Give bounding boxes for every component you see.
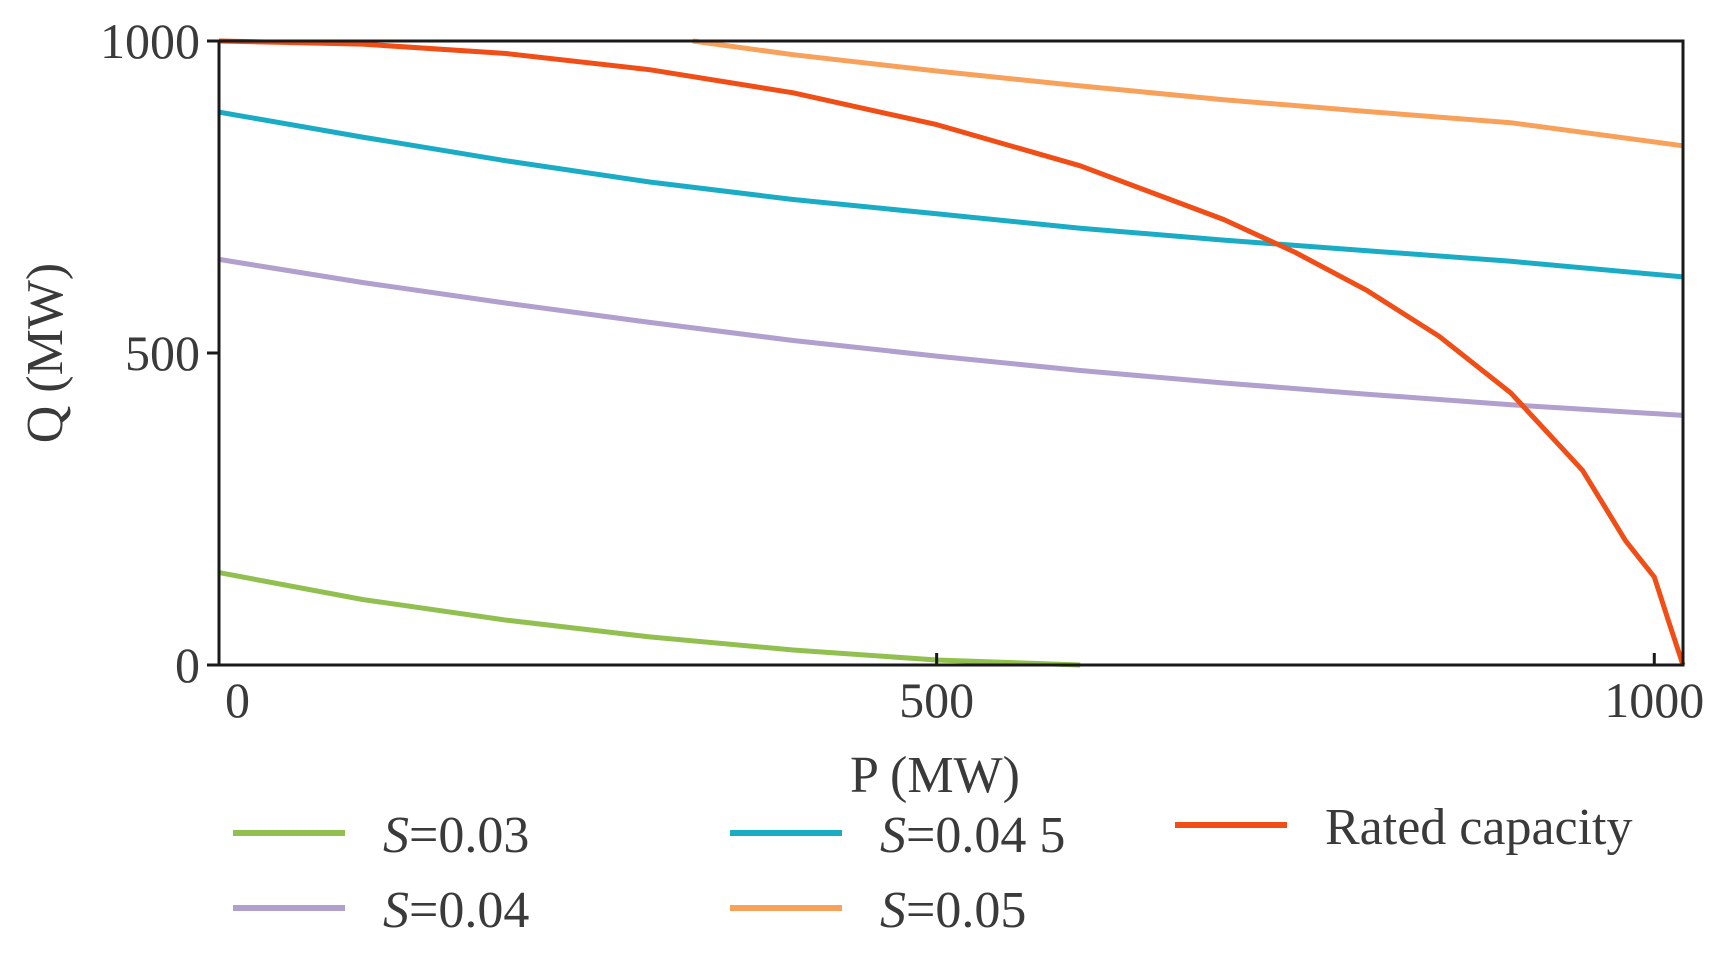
series-line-1 (218, 256, 1684, 418)
x-tick-label-1: 500 (899, 672, 974, 728)
legend-label-1: S=0.04 (383, 882, 529, 939)
series-layer (218, 38, 1686, 668)
legend-label-4: Rated capacity (1325, 799, 1633, 856)
x-tick-label-0: 0 (225, 672, 250, 728)
series-line-2 (218, 109, 1684, 280)
legend: S=0.03 S=0.04 5 Rated capacity S=0.04 S=0.05 (233, 799, 1633, 939)
legend-label-0: S=0.03 (383, 807, 529, 864)
legend-label-3: S=0.05 (880, 882, 1026, 939)
tick-layer: 0 500 1000 0 500 1000 (100, 13, 1704, 728)
y-axis-label: Q (MW) (17, 263, 74, 444)
y-tick-label-2: 1000 (100, 13, 200, 69)
x-tick-label-2: 1000 (1604, 672, 1704, 728)
legend-label-2: S=0.04 5 (880, 807, 1065, 864)
series-line-3 (692, 38, 1684, 149)
series-line-0 (218, 570, 1081, 668)
y-tick-label-0: 0 (175, 637, 200, 693)
x-axis-label: P (MW) (850, 747, 1020, 804)
series-line-4 (218, 38, 1686, 666)
y-tick-label-1: 500 (125, 325, 200, 381)
